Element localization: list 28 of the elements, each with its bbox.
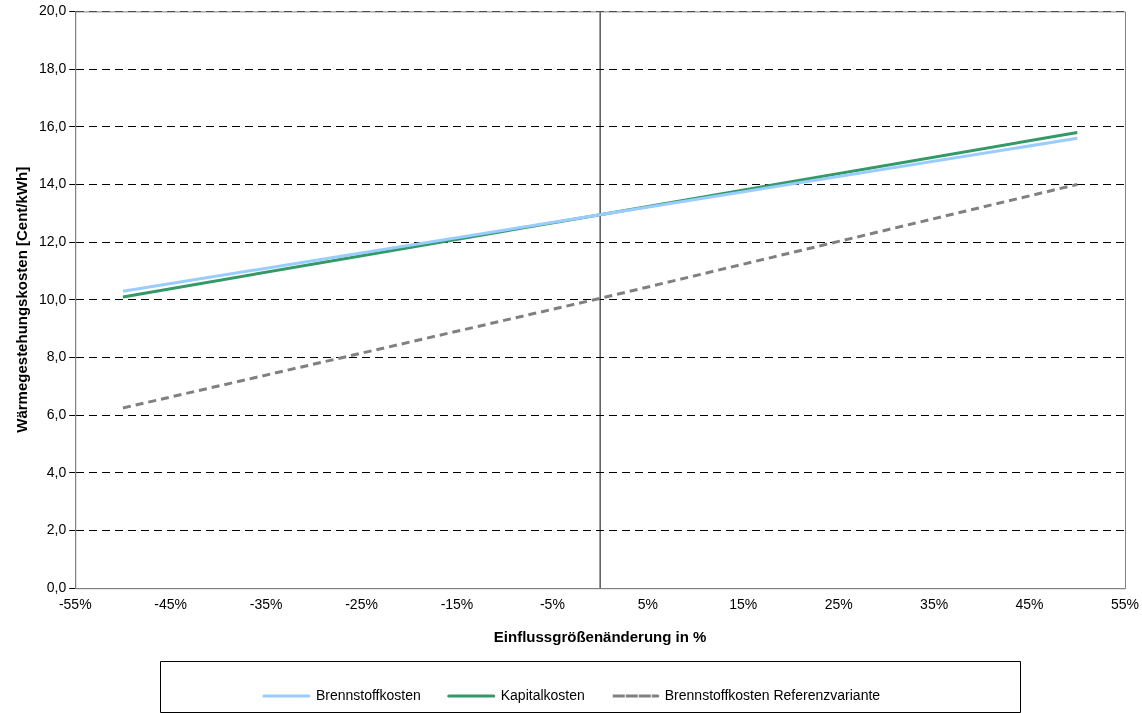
y-tick-label: 0,0 [46,579,67,596]
legend-label: Kapitalkosten [500,686,585,703]
y-tick-label: 14,0 [39,175,67,192]
x-axis-title: Einflussgrößenänderung in % [493,628,707,646]
x-tick-label: -35% [249,596,283,613]
x-tick-label: 45% [1015,596,1044,613]
x-tick-label: -55% [58,596,92,613]
x-tick-label: -25% [345,596,378,613]
y-tick-label: 18,0 [39,59,67,76]
legend-label: Brennstoffkosten [315,686,421,703]
y-tick-label: 12,0 [39,232,67,249]
y-axis-title: Wärmegestehungskosten [Cent/kWh] [13,166,31,433]
x-tick-label: 55% [1110,596,1140,613]
x-tick-label: 35% [920,596,949,613]
y-tick-label: 20,0 [39,2,67,19]
legend-label: Brennstoffkosten Referenzvariante [664,686,881,703]
x-tick-label: 5% [637,596,658,613]
y-tick-label: 16,0 [39,117,67,134]
x-tick-label: 15% [729,596,758,613]
x-tick-label: 25% [824,596,853,613]
x-tick-label: -45% [154,596,188,613]
x-tick-label: -15% [440,596,474,613]
x-tick-label: -5% [539,596,565,613]
y-tick-label: 8,0 [46,348,67,365]
y-tick-label: 2,0 [46,521,67,538]
y-tick-label: 10,0 [39,290,67,307]
y-tick-label: 4,0 [46,463,67,480]
y-tick-label: 6,0 [46,406,67,423]
